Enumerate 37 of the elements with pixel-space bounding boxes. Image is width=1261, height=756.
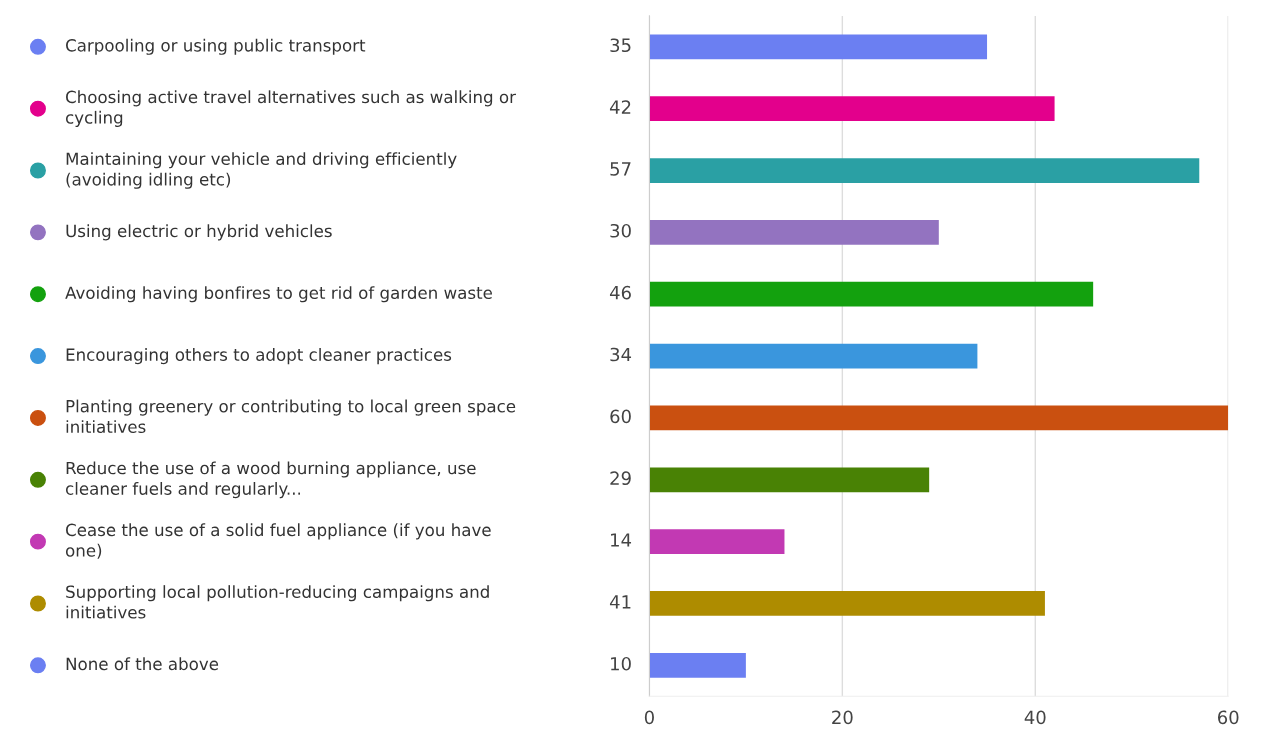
data-label: 34 (610, 347, 632, 362)
data-label: 46 (609, 285, 631, 300)
data-label: 14 (611, 533, 632, 547)
bar (649, 652, 746, 678)
data-label: 29 (610, 471, 631, 486)
y-tick-label: Supporting local pollution-reducing campaigns and initiatives (66, 585, 489, 619)
bar (649, 529, 785, 555)
y-tick-label: Avoiding having bonfires to get rid of garden waste (65, 286, 492, 303)
y-tick-label: Choosing active travel alternatives such as walking or cycling (65, 90, 516, 127)
y-tick-label: Reduce the use of a wood burning appliance, use cleaner fuels and regularly... (65, 461, 476, 499)
bar (649, 467, 930, 493)
data-label: 10 (611, 656, 631, 671)
data-label: 30 (610, 223, 631, 238)
data-label: 57 (610, 162, 631, 176)
data-label: 41 (609, 595, 631, 609)
data-label: 60 (610, 409, 631, 424)
x-tick-label: 40 (1024, 710, 1046, 725)
x-tick-label: 20 (832, 710, 853, 725)
y-tick-label: Maintaining your vehicle and driving efficiently (avoiding idling etc) (66, 152, 457, 189)
bar (649, 591, 1045, 616)
x-tick-label: 60 (1217, 710, 1239, 725)
bar (649, 281, 1094, 307)
data-label: 42 (609, 100, 631, 114)
x-tick-label: 0 (644, 710, 654, 725)
bar (649, 220, 939, 245)
y-tick-label: Planting greenery or contributing to local green space initiatives (66, 399, 516, 434)
bar (649, 96, 1055, 122)
y-tick-label: None of the above (66, 657, 219, 671)
bar (649, 405, 1229, 431)
bar (649, 158, 1200, 183)
y-tick-label: Carpooling or using public transport (66, 38, 366, 55)
y-tick-label: Encouraging others to adopt cleaner practices (66, 348, 452, 365)
bar (649, 343, 978, 369)
data-label: 35 (610, 38, 631, 53)
y-tick-label: Using electric or hybrid vehicles (66, 224, 332, 241)
bar (649, 34, 988, 60)
y-tick-label: Cease the use of a solid fuel appliance (if you have one) (65, 523, 491, 559)
